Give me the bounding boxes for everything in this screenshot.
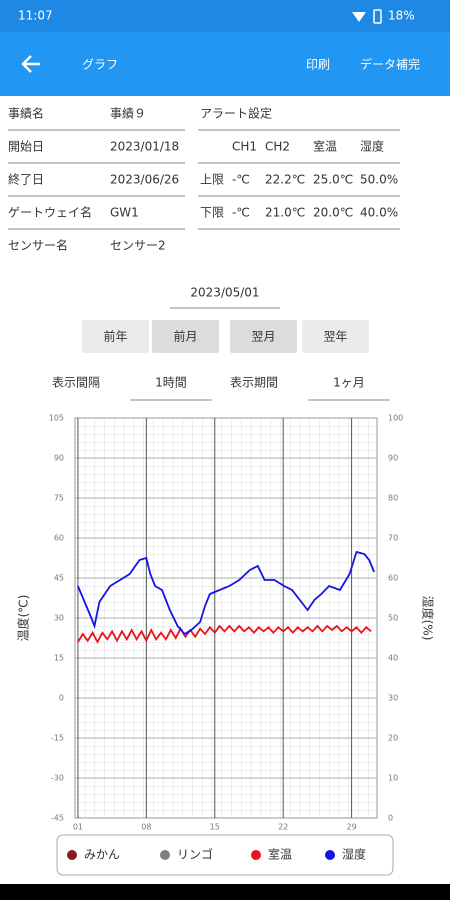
info-label: 事績名 xyxy=(8,106,44,121)
nav-button-label[interactable]: 前月 xyxy=(173,329,197,344)
series-line xyxy=(77,550,375,636)
x-tick-label: 01 xyxy=(73,823,83,832)
series-line xyxy=(77,624,372,644)
y-tick-label: -15 xyxy=(51,734,64,743)
y-tick-label: -30 xyxy=(51,774,64,783)
info-label: ゲートウェイ名 xyxy=(8,205,92,220)
nav-button[interactable] xyxy=(230,320,297,353)
legend-marker xyxy=(160,850,170,860)
battery-icon xyxy=(373,9,382,24)
print-button[interactable]: 印刷 xyxy=(306,58,330,72)
y2-tick-label: 70 xyxy=(388,534,398,543)
y-tick-label: -45 xyxy=(51,814,64,823)
info-label: センサー名 xyxy=(8,238,68,253)
y-tick-label: 75 xyxy=(54,494,64,503)
alert-value: 22.2℃ xyxy=(265,173,305,187)
y-tick-label: 105 xyxy=(49,414,64,423)
x-tick-label: 15 xyxy=(210,823,220,832)
info-label: 開始日 xyxy=(8,140,44,154)
alert-value: 40.0% xyxy=(360,206,398,220)
buttons: 前年 前月 翌月 翌年 xyxy=(82,320,369,353)
x-tick-label: 29 xyxy=(346,823,356,832)
info-section: 事績名 事績９ 開始日 2023/01/18 終了日 2023/06/26 ゲートウェイ名 G… xyxy=(8,106,400,253)
alert-title: アラート設定 xyxy=(200,106,272,121)
legend-marker xyxy=(67,850,77,860)
nav-button[interactable] xyxy=(152,320,219,353)
wifi-icon xyxy=(352,12,366,22)
time: 11:07 xyxy=(18,9,53,23)
info-value: 2023/01/18 xyxy=(110,140,179,154)
legend-label: リンゴ xyxy=(177,847,213,862)
nav-button-label: 前年 xyxy=(103,329,127,344)
alert-value: -℃ xyxy=(232,206,250,220)
y-tick-label: 90 xyxy=(54,454,64,463)
legend-label: みかん xyxy=(84,848,120,862)
battery: 18% xyxy=(388,9,415,23)
nav-button-label[interactable]: 翌月 xyxy=(251,330,275,344)
y-axis-label: 温度(℃) xyxy=(16,595,31,642)
y-tick-label: 15 xyxy=(54,654,64,663)
y-tick-label: 45 xyxy=(54,574,64,583)
y2-tick-label: 30 xyxy=(388,694,398,703)
period-label: 表示期間 xyxy=(230,376,278,390)
interval-label: 表示間隔 xyxy=(52,376,100,390)
y2-tick-label: 0 xyxy=(388,814,393,823)
y-tick-label: 60 xyxy=(54,534,64,543)
x-tick-label: 22 xyxy=(278,823,288,832)
y2-tick-label: 80 xyxy=(388,494,398,503)
x-tick-label: 08 xyxy=(141,823,151,832)
info-value: センサー2 xyxy=(110,239,166,253)
nav-bar xyxy=(0,884,450,900)
alert-value: 25.0℃ xyxy=(313,173,353,187)
alert-value: -℃ xyxy=(232,173,250,187)
alert-value: 21.0℃ xyxy=(265,206,305,220)
info-value: 2023/06/26 xyxy=(110,173,179,187)
complement-button[interactable]: データ補完 xyxy=(360,57,420,72)
legend xyxy=(56,834,394,876)
legend-marker xyxy=(325,850,335,860)
alert-value: 50.0% xyxy=(360,173,398,187)
period-value[interactable]: 1ヶ月 xyxy=(333,376,365,390)
info-value: GW1 xyxy=(110,206,139,220)
status-bar xyxy=(0,0,450,32)
interval-value[interactable]: 1時間 xyxy=(155,376,187,390)
app-bar xyxy=(0,32,450,96)
y2-axis-label: 湿度(%) xyxy=(421,596,436,641)
alert-row-label: 下限 xyxy=(200,206,224,220)
alert-row-label: 上限 xyxy=(200,173,224,187)
chart: -45-30-150153045607590105010203040506070… xyxy=(16,414,436,832)
legend-label: 室温 xyxy=(268,847,292,862)
y2-tick-label: 100 xyxy=(388,414,403,423)
y2-tick-label: 20 xyxy=(388,734,398,743)
legend-label: 湿度 xyxy=(342,847,366,862)
legend-items: みかん リンゴ 室温 湿度 xyxy=(67,847,366,862)
y2-tick-label: 60 xyxy=(388,574,398,583)
y2-tick-label: 90 xyxy=(388,454,398,463)
y-tick-label: 0 xyxy=(59,694,64,703)
app-title: グラフ xyxy=(82,58,118,72)
info-label: 終了日 xyxy=(8,172,44,187)
nav-button xyxy=(82,320,149,353)
alert-header: CH2 xyxy=(265,140,290,154)
y2-tick-label: 10 xyxy=(388,774,398,783)
back-button[interactable] xyxy=(21,55,40,73)
alert-header: 室温 xyxy=(313,139,337,154)
y2-tick-label: 50 xyxy=(388,614,398,623)
date[interactable]: 2023/05/01 xyxy=(190,286,259,300)
legend-marker xyxy=(251,850,261,860)
y2-tick-label: 40 xyxy=(388,654,398,663)
alert-header: 湿度 xyxy=(360,139,384,154)
nav-button xyxy=(302,320,369,353)
alert-header: CH1 xyxy=(232,140,257,154)
info-value: 事績９ xyxy=(110,107,146,121)
nav-button-label: 翌年 xyxy=(323,330,347,344)
alert-value: 20.0℃ xyxy=(313,206,353,220)
y-tick-label: 30 xyxy=(54,614,64,623)
